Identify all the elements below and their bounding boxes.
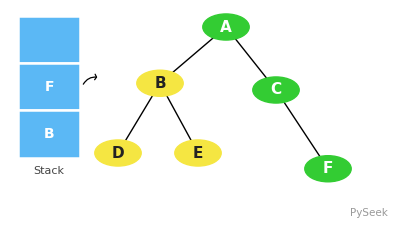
FancyBboxPatch shape xyxy=(18,16,80,63)
Text: E: E xyxy=(193,146,203,160)
Circle shape xyxy=(203,14,249,40)
Circle shape xyxy=(305,156,351,182)
Text: PySeek: PySeek xyxy=(350,208,388,218)
FancyBboxPatch shape xyxy=(18,110,80,158)
Text: B: B xyxy=(154,76,166,91)
Text: B: B xyxy=(44,127,54,141)
Circle shape xyxy=(253,77,299,103)
Circle shape xyxy=(95,140,141,166)
Text: F: F xyxy=(323,161,333,176)
FancyBboxPatch shape xyxy=(18,63,80,110)
Circle shape xyxy=(175,140,221,166)
Text: Stack: Stack xyxy=(34,166,64,176)
Circle shape xyxy=(137,70,183,96)
Text: F: F xyxy=(44,80,54,94)
Text: D: D xyxy=(112,146,124,160)
Text: C: C xyxy=(270,83,282,97)
Text: A: A xyxy=(220,20,232,34)
